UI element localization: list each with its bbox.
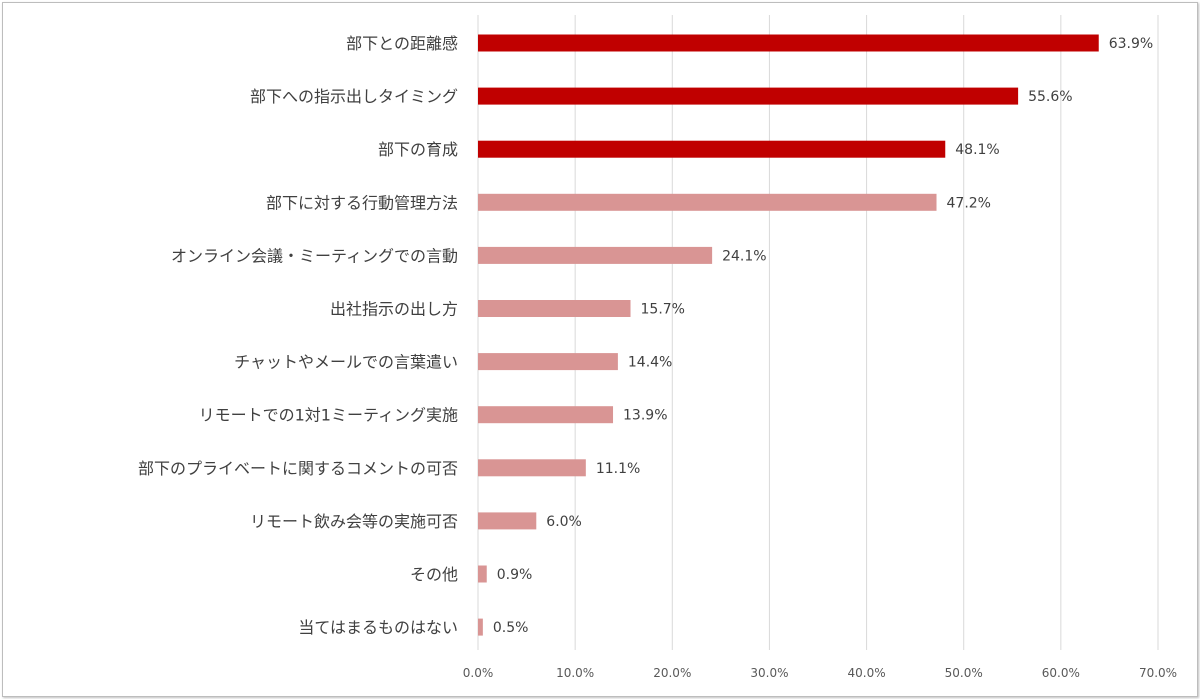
bar xyxy=(478,300,631,317)
labels: 0.0% 10.0% 20.0% 30.0% 40.0% 50.0% 60.0% 70.0% 部… xyxy=(138,34,1177,680)
value-label: 0.9% xyxy=(497,567,533,583)
category-label: 部下のプライベートに関するコメントの可否 xyxy=(138,459,458,478)
value-label: 0.5% xyxy=(493,620,529,636)
bar xyxy=(478,140,946,158)
category-label: 部下への指示出しタイミング xyxy=(250,87,458,106)
bar xyxy=(478,618,483,636)
value-label: 55.6% xyxy=(1028,89,1072,105)
category-label: 部下との距離感 xyxy=(346,34,458,53)
category-label: その他 xyxy=(410,565,458,584)
bars xyxy=(478,34,1099,636)
bar xyxy=(478,87,1019,105)
bar xyxy=(478,512,537,530)
bar xyxy=(478,459,586,477)
category-label: チャットやメールでの言葉遣い xyxy=(234,353,458,372)
category-label: 当てはまるものはない xyxy=(298,618,458,637)
category-label: オンライン会議・ミーティングでの言動 xyxy=(171,246,458,265)
value-label: 63.9% xyxy=(1109,36,1153,52)
x-tick-label: 10.0% xyxy=(556,666,594,680)
x-tick-label: 30.0% xyxy=(750,666,788,680)
category-label: 部下に対する行動管理方法 xyxy=(266,193,458,212)
x-tick-label: 50.0% xyxy=(945,666,983,680)
value-label: 6.0% xyxy=(546,514,582,530)
category-label: 部下の育成 xyxy=(378,140,458,159)
category-label: リモートでの1対1ミーティング実施 xyxy=(199,406,458,425)
gridlines xyxy=(477,15,1159,650)
bar xyxy=(478,246,713,264)
value-label: 11.1% xyxy=(596,461,640,477)
x-tick-label: 20.0% xyxy=(653,666,691,680)
value-label: 15.7% xyxy=(641,302,685,318)
bar xyxy=(478,353,618,371)
bar xyxy=(478,193,937,211)
x-tick-label: 60.0% xyxy=(1042,666,1080,680)
value-label: 48.1% xyxy=(955,142,999,158)
value-label: 14.4% xyxy=(628,355,672,371)
category-label: リモート飲み会等の実施可否 xyxy=(250,512,458,531)
bar xyxy=(478,565,487,583)
value-label: 13.9% xyxy=(623,408,667,424)
x-tick-label: 0.0% xyxy=(463,666,494,680)
value-label: 47.2% xyxy=(947,195,991,211)
category-label: 出社指示の出し方 xyxy=(330,300,458,319)
value-label: 24.1% xyxy=(722,248,766,264)
bar xyxy=(478,34,1099,52)
bar xyxy=(478,406,614,424)
x-tick-label: 70.0% xyxy=(1139,666,1177,680)
x-tick-label: 40.0% xyxy=(848,666,886,680)
